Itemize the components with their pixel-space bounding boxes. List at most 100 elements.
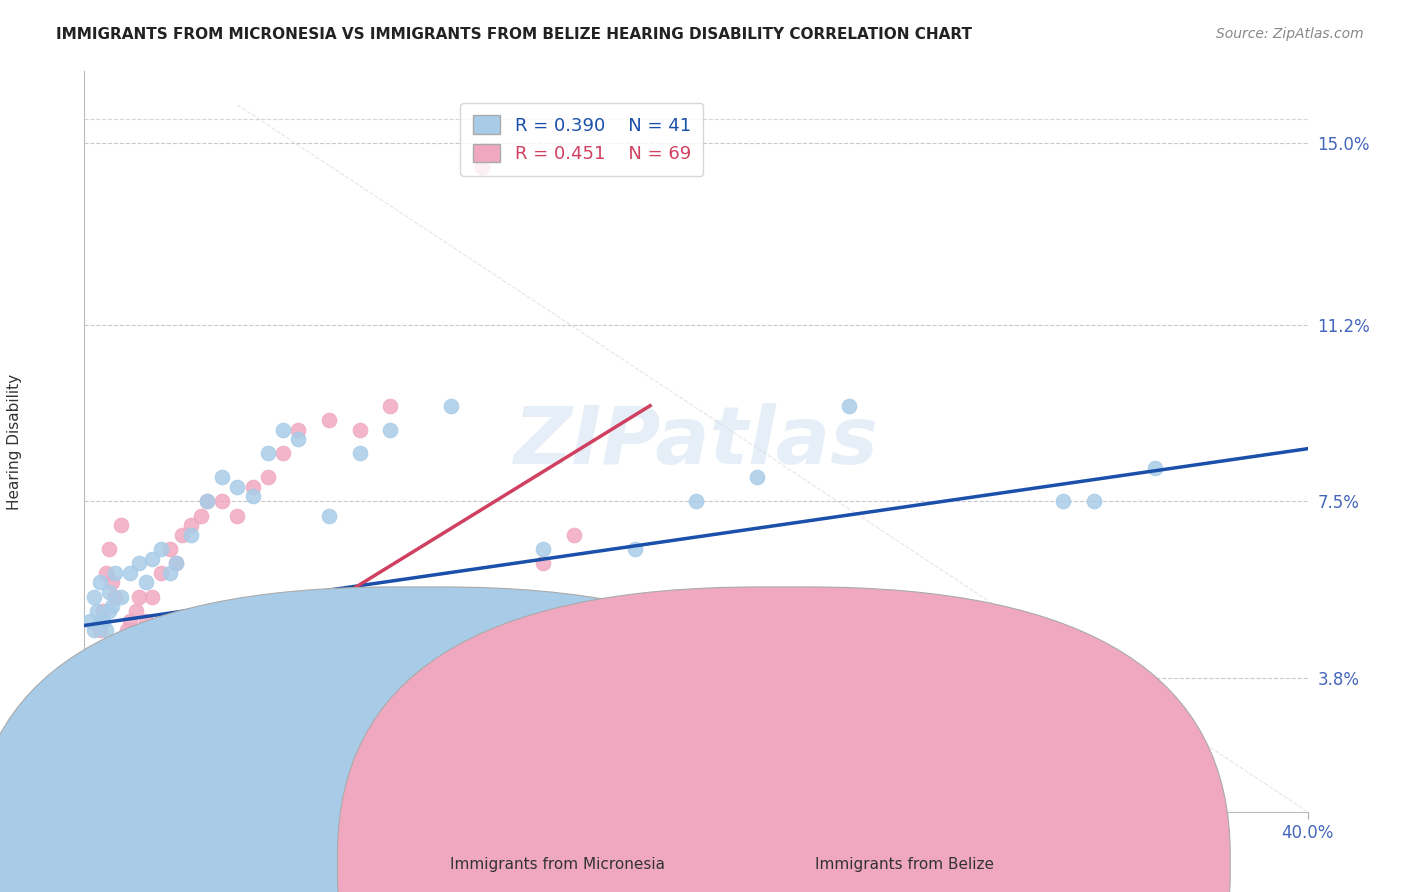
Point (76, 709, 98, 723)
Point (226, 508, 249, 523)
Point (76, 766, 98, 780)
Y-axis label: Hearing Disability: Hearing Disability (7, 374, 22, 509)
Point (271, 446, 294, 460)
Point (1083, 494, 1105, 508)
Point (97, 671, 120, 685)
Point (76, 699, 98, 714)
Point (287, 423, 309, 437)
Point (86, 604, 108, 618)
Point (471, 160, 494, 174)
Point (86, 709, 108, 723)
Point (79, 742, 101, 756)
Point (211, 470, 233, 484)
Point (79, 671, 101, 685)
Point (97, 585, 120, 599)
Point (104, 647, 127, 661)
Point (122, 624, 145, 638)
Point (94, 566, 117, 580)
Point (110, 518, 132, 533)
Point (104, 590, 127, 604)
Point (211, 494, 233, 508)
Point (89, 747, 111, 762)
Point (91, 614, 114, 628)
Point (159, 566, 181, 580)
Point (79, 614, 101, 628)
Point (79, 747, 101, 762)
Point (83, 756, 105, 771)
Point (287, 432, 309, 446)
Point (112, 652, 135, 666)
Point (76, 719, 98, 733)
Point (91, 604, 114, 618)
Point (91, 685, 114, 699)
Point (89, 624, 111, 638)
Point (180, 527, 202, 541)
Point (380, 423, 402, 437)
Point (1143, 460, 1166, 475)
Point (165, 557, 187, 571)
Point (257, 446, 280, 460)
Point (83, 652, 105, 666)
Point (76, 661, 98, 675)
Point (83, 624, 105, 638)
Point (531, 541, 554, 556)
Text: ZIPatlas: ZIPatlas (513, 402, 879, 481)
Point (271, 423, 294, 437)
Text: IMMIGRANTS FROM MICRONESIA VS IMMIGRANTS FROM BELIZE HEARING DISABILITY CORRELAT: IMMIGRANTS FROM MICRONESIA VS IMMIGRANTS… (56, 27, 972, 42)
Point (318, 508, 340, 523)
Point (531, 557, 554, 571)
Point (128, 557, 150, 571)
Point (120, 614, 142, 628)
Point (141, 590, 163, 604)
Point (180, 518, 202, 533)
Point (349, 423, 371, 437)
Point (97, 541, 120, 556)
Point (190, 508, 212, 523)
Point (318, 413, 340, 427)
Point (226, 480, 249, 494)
Point (440, 399, 463, 413)
Point (83, 719, 105, 733)
Point (141, 551, 163, 566)
Point (83, 699, 105, 714)
Legend: R = 0.390    N = 41, R = 0.451    N = 69: R = 0.390 N = 41, R = 0.451 N = 69 (460, 103, 703, 176)
Point (76, 747, 98, 762)
Point (380, 399, 402, 413)
Point (76, 733, 98, 747)
Point (94, 624, 117, 638)
Point (89, 575, 111, 590)
Point (86, 661, 108, 675)
Point (195, 494, 218, 508)
Point (624, 541, 647, 556)
Point (929, 719, 952, 733)
Point (89, 614, 111, 628)
Point (104, 566, 127, 580)
Point (125, 604, 148, 618)
Point (79, 709, 101, 723)
Point (135, 614, 157, 628)
Point (110, 638, 132, 652)
Point (128, 590, 150, 604)
Point (104, 671, 127, 685)
Point (242, 490, 264, 504)
Point (1052, 494, 1074, 508)
Point (747, 470, 769, 484)
Point (101, 599, 124, 614)
Point (89, 733, 111, 747)
Point (94, 685, 117, 699)
Point (107, 661, 129, 675)
Point (101, 575, 124, 590)
Point (149, 541, 172, 556)
Point (242, 480, 264, 494)
Point (159, 541, 181, 556)
Point (149, 566, 172, 580)
Point (257, 470, 280, 484)
Point (685, 494, 707, 508)
Point (79, 728, 101, 742)
Point (97, 695, 120, 709)
Point (165, 557, 187, 571)
Point (195, 494, 218, 508)
Point (838, 399, 860, 413)
Point (83, 733, 105, 747)
Point (120, 566, 142, 580)
